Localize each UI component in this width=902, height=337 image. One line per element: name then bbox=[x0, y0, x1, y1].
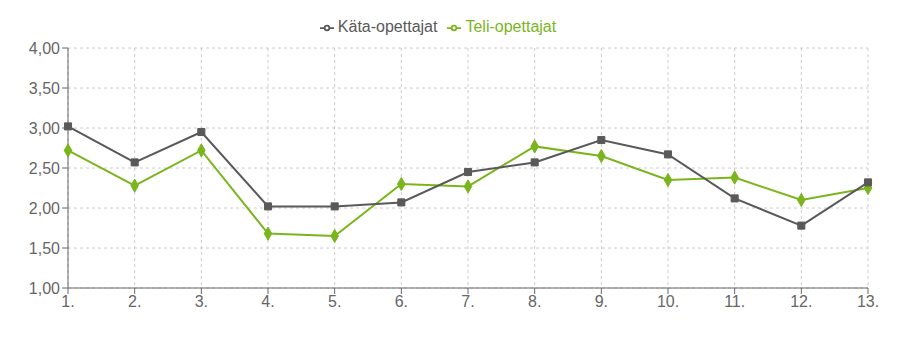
html-text:Teli-opettajat: Teli-opettajat bbox=[465, 18, 557, 35]
svg-text:12.: 12. bbox=[790, 293, 812, 310]
svg-text:2,50: 2,50 bbox=[29, 160, 60, 177]
svg-text:4,00: 4,00 bbox=[29, 40, 60, 57]
svg-text:10.: 10. bbox=[657, 293, 679, 310]
svg-text:1,50: 1,50 bbox=[29, 240, 60, 257]
svg-text:13.: 13. bbox=[857, 293, 879, 310]
svg-text:3,50: 3,50 bbox=[29, 80, 60, 97]
svg-text:3,00: 3,00 bbox=[29, 120, 60, 137]
html-text:Käta-opettajat: Käta-opettajat bbox=[337, 18, 438, 35]
svg-text:7.: 7. bbox=[461, 293, 474, 310]
svg-text:2,00: 2,00 bbox=[29, 200, 60, 217]
svg-text:3.: 3. bbox=[195, 293, 208, 310]
svg-text:8.: 8. bbox=[528, 293, 541, 310]
svg-text:6.: 6. bbox=[395, 293, 408, 310]
svg-text:5.: 5. bbox=[328, 293, 341, 310]
svg-text:2.: 2. bbox=[128, 293, 141, 310]
svg-text:1.: 1. bbox=[61, 293, 74, 310]
svg-text:11.: 11. bbox=[724, 293, 745, 310]
svg-text:1,00: 1,00 bbox=[29, 280, 60, 297]
svg-text:9.: 9. bbox=[595, 293, 608, 310]
svg-text:4.: 4. bbox=[261, 293, 274, 310]
